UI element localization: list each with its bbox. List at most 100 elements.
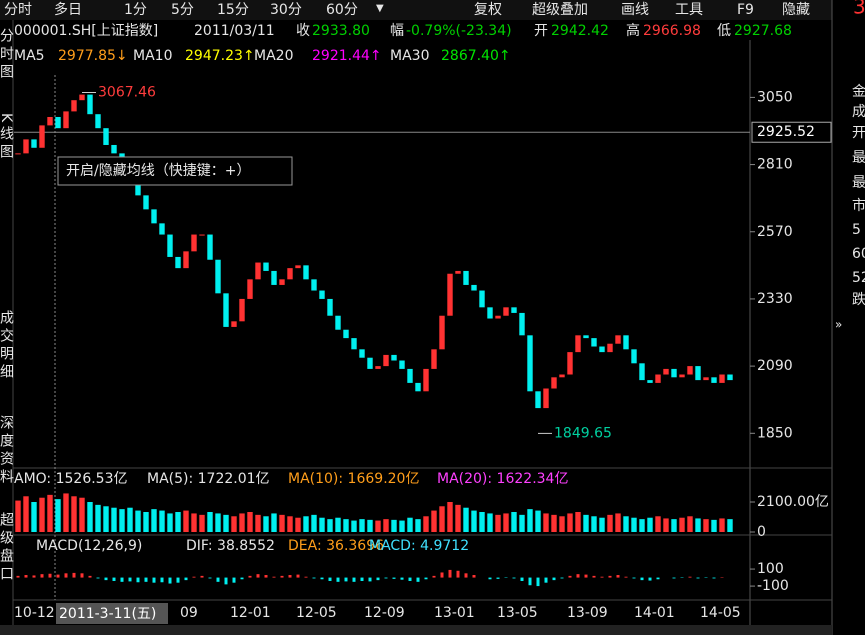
toolbar-button[interactable]: 15分: [217, 2, 249, 18]
toolbar-button[interactable]: 1分: [124, 2, 147, 18]
volume-bar: [631, 517, 637, 532]
quote-info: 2966.98: [643, 23, 701, 39]
x-tick-label: 12-09: [364, 605, 405, 621]
volume-bar: [111, 507, 117, 532]
candle: [535, 391, 541, 409]
quote-field: 5: [852, 222, 861, 238]
toolbar-button[interactable]: F9: [737, 2, 754, 18]
volume-bar: [15, 500, 21, 532]
toolbar-button[interactable]: 工具: [675, 2, 703, 18]
candle: [15, 153, 21, 155]
volume-bar: [223, 514, 229, 532]
toolbar-button[interactable]: 隐藏: [782, 2, 810, 18]
candle: [247, 279, 253, 299]
toolbar-button[interactable]: 5分: [171, 2, 194, 18]
volume-bar: [471, 510, 477, 532]
volume-bar: [127, 507, 133, 532]
quote-field: 最: [852, 150, 865, 166]
volume-bar: [135, 510, 141, 532]
y-tick-label: 2100.00亿: [757, 494, 829, 510]
quote-field: 金: [852, 84, 865, 100]
volume-bar: [375, 520, 381, 532]
sidebar-tab[interactable]: 成交明细: [0, 310, 14, 382]
volume-bar: [527, 509, 533, 532]
volume-bar: [711, 519, 717, 532]
quote-info: 2942.42: [551, 23, 609, 39]
candle: [639, 363, 645, 381]
candle: [615, 335, 621, 344]
volume-bar: [191, 513, 197, 532]
quote-info: 2011/03/11: [194, 23, 275, 39]
toolbar-button[interactable]: 超级叠加: [532, 2, 588, 18]
dropdown[interactable]: ▼: [376, 3, 384, 14]
volume-bar: [143, 512, 149, 532]
y-tick-label: 1850: [757, 425, 793, 441]
toolbar-button[interactable]: 30分: [270, 2, 302, 18]
toolbar-button[interactable]: 画线: [621, 2, 649, 18]
sidebar-tab[interactable]: 分时图: [0, 28, 14, 82]
volume-bar: [511, 512, 517, 532]
candle: [63, 111, 69, 129]
volume-bar: [535, 510, 541, 532]
volume-bar: [407, 517, 413, 532]
volume-bar: [607, 514, 613, 532]
macd-header: DEA: 36.3696: [288, 538, 384, 554]
volume-bar: [103, 506, 109, 532]
toolbar-button[interactable]: 60分: [326, 2, 358, 18]
candle: [455, 270, 461, 274]
sidebar-tab[interactable]: 超级盘口: [0, 512, 14, 584]
sidebar-tab[interactable]: 深度资料: [0, 415, 14, 487]
candle: [423, 368, 429, 392]
volume-bar: [615, 513, 621, 532]
ma-value: 2867.40↑: [441, 48, 511, 64]
y-tick-label: 0: [757, 524, 766, 540]
volume-bar: [431, 510, 437, 532]
candle: [703, 377, 709, 381]
toolbar-button[interactable]: 多日: [54, 1, 82, 18]
macd-header: MACD(12,26,9): [36, 538, 142, 554]
scrollbar[interactable]: [0, 625, 832, 635]
volume-bar: [359, 519, 365, 532]
candle: [207, 234, 213, 260]
candle: [167, 234, 173, 257]
candle: [607, 343, 613, 353]
toolbar-button[interactable]: 分时: [4, 2, 32, 18]
candle: [439, 315, 445, 350]
candle: [95, 114, 101, 129]
candle: [79, 94, 85, 101]
tooltip: 开启/隐藏均线（快捷键：+）: [66, 163, 250, 179]
volume-bar: [583, 514, 589, 532]
volume-bar: [479, 512, 485, 532]
volume-bar: [575, 512, 581, 532]
candle: [191, 234, 197, 252]
candle: [559, 374, 565, 378]
toolbar: [0, 0, 832, 20]
candle: [567, 352, 573, 375]
candle: [575, 335, 581, 353]
ma-name: MA30: [390, 48, 429, 64]
volume-bar: [327, 519, 333, 532]
candle: [399, 360, 405, 369]
volume-bar: [559, 516, 565, 532]
candle: [383, 354, 389, 367]
volume-bar: [415, 519, 421, 532]
ma-name: MA5: [14, 48, 45, 64]
volume-bar: [47, 494, 53, 532]
candle: [303, 265, 309, 280]
expand-arrow[interactable]: »: [835, 318, 842, 332]
sidebar-tab[interactable]: K线图: [0, 113, 14, 162]
candle: [495, 315, 501, 319]
high-label: 3067.46: [98, 85, 156, 101]
ma-name: MA20: [254, 48, 293, 64]
cursor-price: 2925.52: [757, 124, 815, 140]
candle: [175, 256, 181, 269]
quote-info: -0.79%(-23.34): [406, 23, 512, 39]
quote-info: 2927.68: [734, 23, 792, 39]
quote-info: 收: [296, 23, 310, 39]
toolbar-button[interactable]: 复权: [474, 1, 502, 18]
volume-bar: [495, 514, 501, 532]
volume-bar: [183, 510, 189, 532]
x-tick-label: 12-05: [296, 605, 337, 621]
candle: [415, 382, 421, 392]
candle: [543, 388, 549, 409]
